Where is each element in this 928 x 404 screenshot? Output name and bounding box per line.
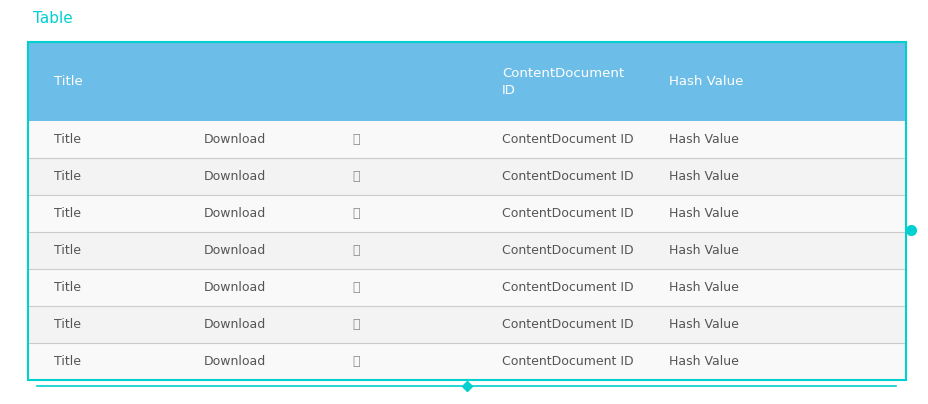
Text: Table: Table — [32, 11, 72, 26]
Bar — [28, 343, 905, 380]
Text: 🗑: 🗑 — [353, 170, 360, 183]
Text: ContentDocument ID: ContentDocument ID — [501, 281, 633, 294]
Text: Download: Download — [203, 133, 265, 146]
Bar — [28, 121, 905, 158]
Bar — [28, 269, 905, 306]
Text: ContentDocument ID: ContentDocument ID — [501, 170, 633, 183]
Text: 🗑: 🗑 — [353, 318, 360, 331]
Text: Hash Value: Hash Value — [668, 281, 738, 294]
Text: 🗑: 🗑 — [353, 133, 360, 146]
Text: Title: Title — [54, 318, 81, 331]
Text: Title: Title — [54, 244, 81, 257]
Text: ContentDocument ID: ContentDocument ID — [501, 133, 633, 146]
Text: ContentDocument ID: ContentDocument ID — [501, 355, 633, 368]
Text: ContentDocument ID: ContentDocument ID — [501, 207, 633, 220]
Text: Title: Title — [54, 170, 81, 183]
Text: Title: Title — [54, 281, 81, 294]
Text: Hash Value: Hash Value — [668, 207, 738, 220]
Text: Hash Value: Hash Value — [668, 318, 738, 331]
Text: Title: Title — [54, 133, 81, 146]
Text: Download: Download — [203, 170, 265, 183]
Text: ContentDocument ID: ContentDocument ID — [501, 318, 633, 331]
Text: Download: Download — [203, 207, 265, 220]
Text: Hash Value: Hash Value — [668, 133, 738, 146]
Text: Download: Download — [203, 318, 265, 331]
Bar — [28, 158, 905, 195]
Text: 🗑: 🗑 — [353, 281, 360, 294]
Bar — [28, 42, 905, 121]
Text: Download: Download — [203, 281, 265, 294]
Text: Download: Download — [203, 355, 265, 368]
Text: 🗑: 🗑 — [353, 355, 360, 368]
Text: Download: Download — [203, 244, 265, 257]
Text: 🗑: 🗑 — [353, 244, 360, 257]
Text: Hash Value: Hash Value — [668, 355, 738, 368]
Text: Title: Title — [54, 355, 81, 368]
Text: Hash Value: Hash Value — [668, 244, 738, 257]
Text: Hash Value: Hash Value — [668, 75, 742, 88]
Bar — [28, 42, 905, 380]
Bar — [28, 306, 905, 343]
Text: Title: Title — [54, 207, 81, 220]
Text: Title: Title — [54, 75, 83, 88]
Text: ContentDocument ID: ContentDocument ID — [501, 244, 633, 257]
Text: Hash Value: Hash Value — [668, 170, 738, 183]
Text: 🗑: 🗑 — [353, 207, 360, 220]
Bar — [28, 232, 905, 269]
Text: ContentDocument
ID: ContentDocument ID — [501, 67, 624, 97]
Bar — [28, 195, 905, 232]
